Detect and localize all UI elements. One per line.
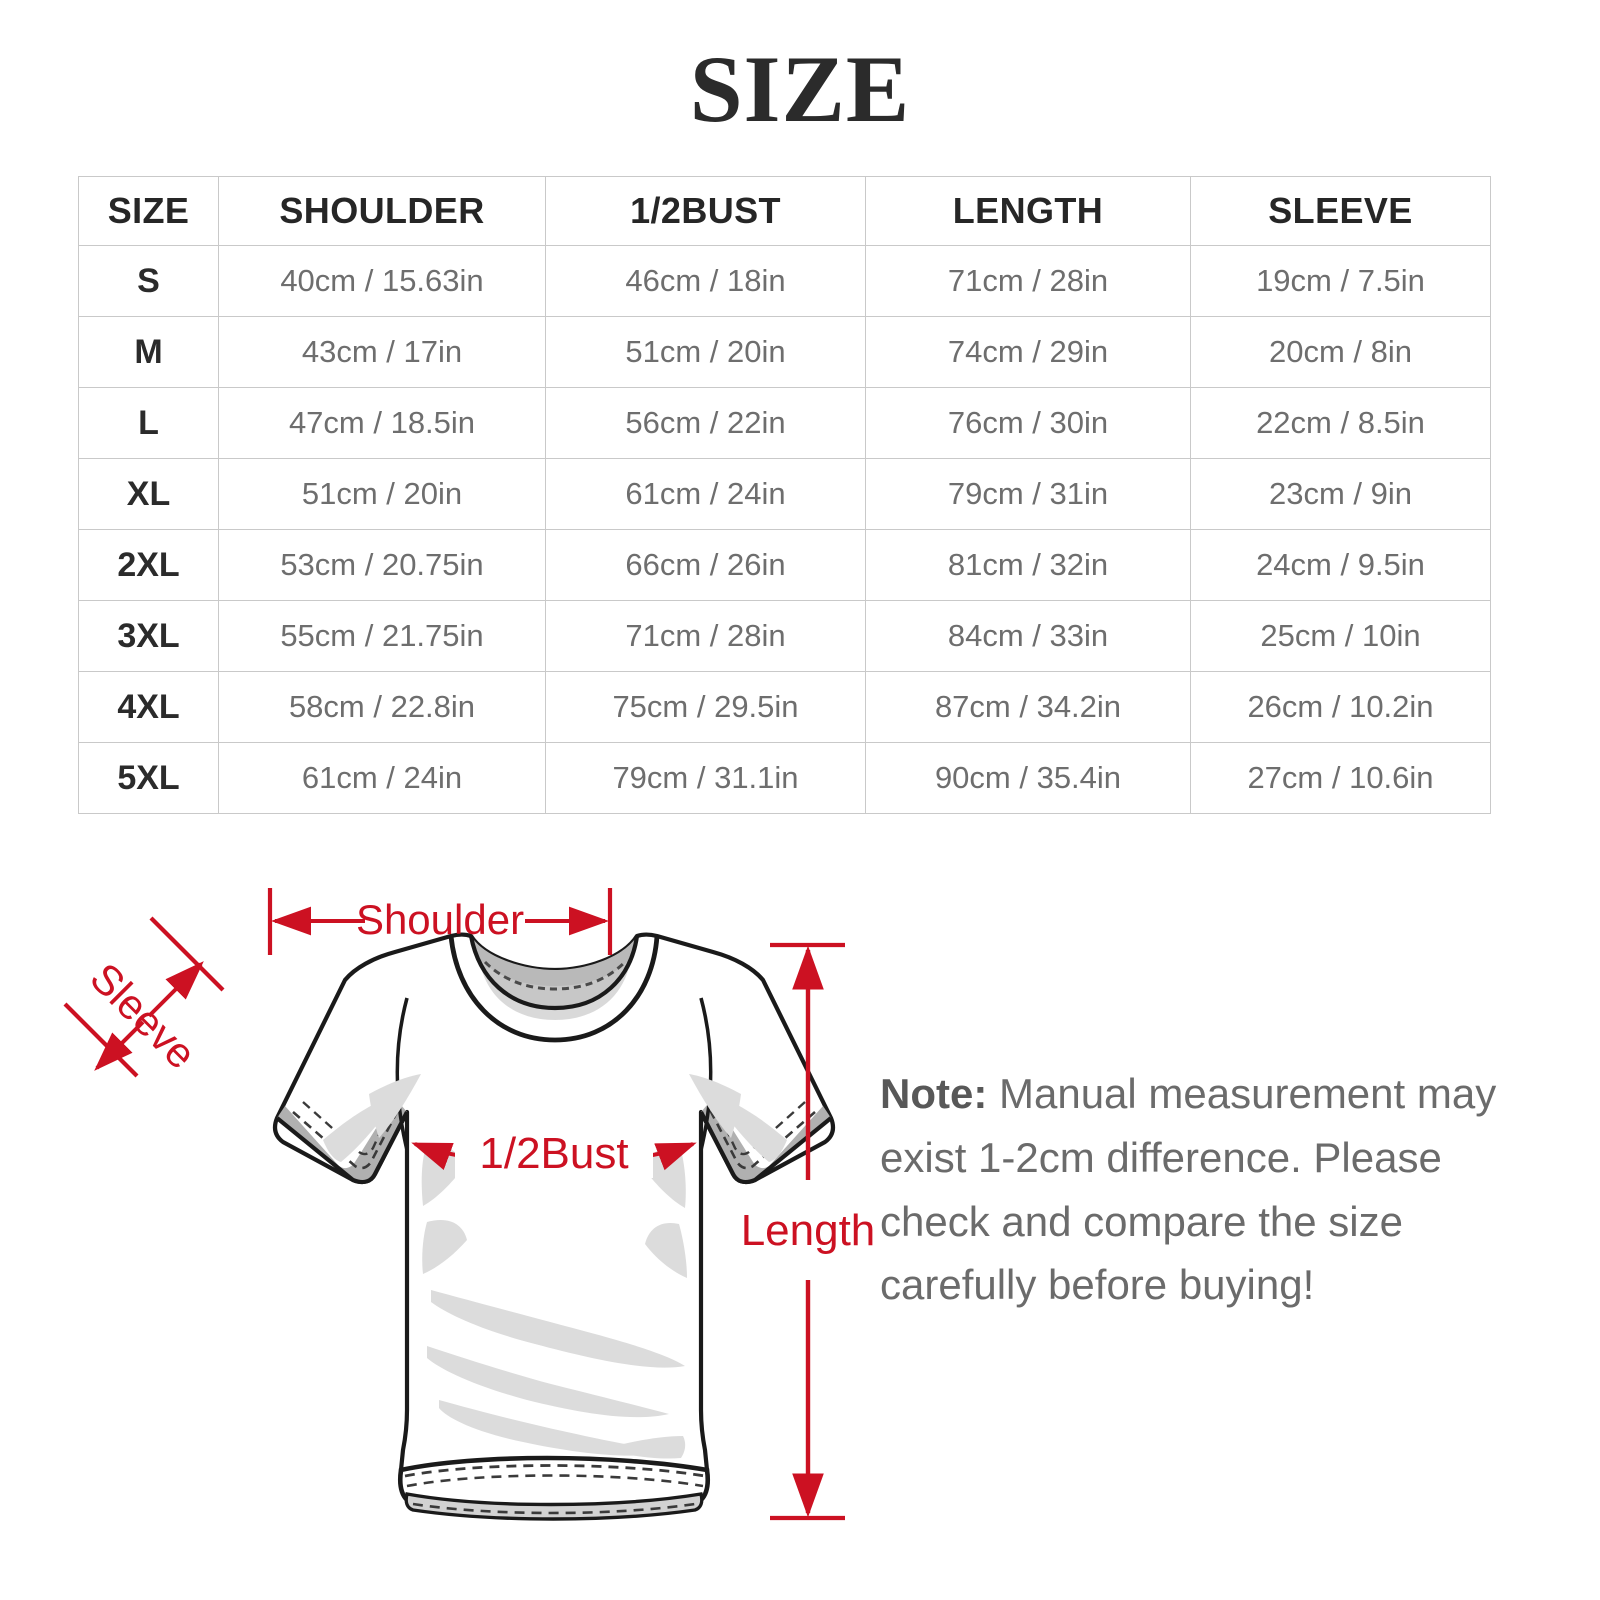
cell-bust: 46cm / 18in bbox=[545, 245, 866, 317]
note-label: Note: bbox=[880, 1070, 988, 1117]
table-row: 4XL 58cm / 22.8in 75cm / 29.5in 87cm / 3… bbox=[78, 671, 1491, 743]
cell-shoulder: 40cm / 15.63in bbox=[218, 245, 546, 317]
right-sleeve-cuff-outline bbox=[699, 1111, 833, 1185]
cell-shoulder: 55cm / 21.75in bbox=[218, 600, 546, 672]
page-title: SIZE bbox=[689, 36, 911, 142]
cell-shoulder: 47cm / 18.5in bbox=[218, 387, 546, 459]
bust-label: 1/2Bust bbox=[479, 1129, 628, 1178]
table-row: M 43cm / 17in 51cm / 20in 74cm / 29in 20… bbox=[78, 316, 1491, 388]
column-header-length: LENGTH bbox=[865, 176, 1191, 246]
cell-shoulder: 43cm / 17in bbox=[218, 316, 546, 388]
bottom-hem-stitch-1 bbox=[404, 1464, 706, 1478]
cell-sleeve: 27cm / 10.6in bbox=[1190, 742, 1491, 814]
bottom-hem-stitch-3 bbox=[412, 1502, 696, 1515]
cell-length: 71cm / 28in bbox=[865, 245, 1191, 317]
cell-shoulder: 61cm / 24in bbox=[218, 742, 546, 814]
shoulder-label: Shoulder bbox=[356, 896, 524, 943]
left-sleeve-cuff-stitch-2 bbox=[302, 1099, 397, 1156]
cell-bust: 51cm / 20in bbox=[545, 316, 866, 388]
cell-bust: 75cm / 29.5in bbox=[545, 671, 866, 743]
cell-size: S bbox=[78, 245, 219, 317]
bottom-hem-inner-fill bbox=[404, 1492, 704, 1521]
right-sleeve-cuff-stitch-1 bbox=[707, 1107, 816, 1170]
tshirt-illustration bbox=[272, 932, 836, 1521]
table-row: 3XL 55cm / 21.75in 71cm / 28in 84cm / 33… bbox=[78, 600, 1491, 672]
note-text-block: Note: Manual measurement may exist 1-2cm… bbox=[880, 1062, 1500, 1317]
size-chart-table-container: SIZE SHOULDER 1/2BUST LENGTH SLEEVE S 40… bbox=[78, 176, 1491, 814]
bottom-hem-stitch-2 bbox=[406, 1474, 704, 1488]
cell-length: 81cm / 32in bbox=[865, 529, 1191, 601]
table-row: XL 51cm / 20in 61cm / 24in 79cm / 31in 2… bbox=[78, 458, 1491, 530]
size-chart-table: SIZE SHOULDER 1/2BUST LENGTH SLEEVE S 40… bbox=[78, 176, 1491, 814]
measurement-diagram: Shoulder Sleeve 1/2Bust Length Note: Man… bbox=[0, 840, 1600, 1600]
cell-sleeve: 23cm / 9in bbox=[1190, 458, 1491, 530]
sleeve-label: Sleeve bbox=[81, 954, 205, 1078]
cell-sleeve: 22cm / 8.5in bbox=[1190, 387, 1491, 459]
cell-length: 74cm / 29in bbox=[865, 316, 1191, 388]
cell-size: 2XL bbox=[78, 529, 219, 601]
table-row: S 40cm / 15.63in 46cm / 18in 71cm / 28in… bbox=[78, 245, 1491, 317]
left-armhole-seam bbox=[395, 997, 409, 1151]
cell-length: 79cm / 31in bbox=[865, 458, 1191, 530]
left-sleeve-cuff-outline bbox=[275, 1111, 409, 1185]
cell-shoulder: 51cm / 20in bbox=[218, 458, 546, 530]
cell-length: 87cm / 34.2in bbox=[865, 671, 1191, 743]
column-header-size: SIZE bbox=[78, 176, 219, 246]
table-row: L 47cm / 18.5in 56cm / 22in 76cm / 30in … bbox=[78, 387, 1491, 459]
cell-sleeve: 25cm / 10in bbox=[1190, 600, 1491, 672]
cell-size: M bbox=[78, 316, 219, 388]
cell-size: XL bbox=[78, 458, 219, 530]
cell-size: 3XL bbox=[78, 600, 219, 672]
cell-shoulder: 58cm / 22.8in bbox=[218, 671, 546, 743]
cell-sleeve: 19cm / 7.5in bbox=[1190, 245, 1491, 317]
tshirt-diagram-svg: Shoulder Sleeve 1/2Bust Length bbox=[63, 888, 875, 1521]
right-armhole-seam bbox=[699, 997, 713, 1151]
collar-outer-edge bbox=[448, 935, 660, 1043]
column-header-sleeve: SLEEVE bbox=[1190, 176, 1491, 246]
right-sleeve-cuff-inner bbox=[701, 1098, 831, 1182]
cell-bust: 66cm / 26in bbox=[545, 529, 866, 601]
length-dimension-line: Length bbox=[741, 942, 875, 1521]
cell-length: 76cm / 30in bbox=[865, 387, 1191, 459]
cell-sleeve: 20cm / 8in bbox=[1190, 316, 1491, 388]
cell-length: 90cm / 35.4in bbox=[865, 742, 1191, 814]
column-header-shoulder: SHOULDER bbox=[218, 176, 546, 246]
cell-size: 5XL bbox=[78, 742, 219, 814]
collar-stitch-line bbox=[483, 960, 627, 991]
right-sleeve-cuff-stitch-2 bbox=[711, 1099, 806, 1156]
left-sleeve-cuff-inner bbox=[277, 1098, 407, 1182]
shoulder-dimension-line: Shoulder bbox=[267, 888, 613, 955]
cell-bust: 71cm / 28in bbox=[545, 600, 866, 672]
note-body: Manual measurement may exist 1-2cm diffe… bbox=[880, 1070, 1497, 1309]
cell-sleeve: 24cm / 9.5in bbox=[1190, 529, 1491, 601]
length-label: Length bbox=[741, 1206, 875, 1255]
cell-shoulder: 53cm / 20.75in bbox=[218, 529, 546, 601]
left-sleeve-cuff-stitch-1 bbox=[292, 1107, 401, 1170]
collar-outline bbox=[468, 935, 640, 1011]
cell-size: L bbox=[78, 387, 219, 459]
sleeve-dimension-line: Sleeve bbox=[63, 916, 225, 1078]
table-row: 5XL 61cm / 24in 79cm / 31.1in 90cm / 35.… bbox=[78, 742, 1491, 814]
cell-bust: 56cm / 22in bbox=[545, 387, 866, 459]
cell-bust: 61cm / 24in bbox=[545, 458, 866, 530]
bust-dimension-line: 1/2Bust bbox=[411, 1129, 697, 1178]
cell-size: 4XL bbox=[78, 671, 219, 743]
cell-sleeve: 26cm / 10.2in bbox=[1190, 671, 1491, 743]
table-row: 2XL 53cm / 20.75in 66cm / 26in 81cm / 32… bbox=[78, 529, 1491, 601]
cell-bust: 79cm / 31.1in bbox=[545, 742, 866, 814]
table-header-row: SIZE SHOULDER 1/2BUST LENGTH SLEEVE bbox=[78, 176, 1491, 246]
cell-length: 84cm / 33in bbox=[865, 600, 1191, 672]
column-header-bust: 1/2BUST bbox=[545, 176, 866, 246]
